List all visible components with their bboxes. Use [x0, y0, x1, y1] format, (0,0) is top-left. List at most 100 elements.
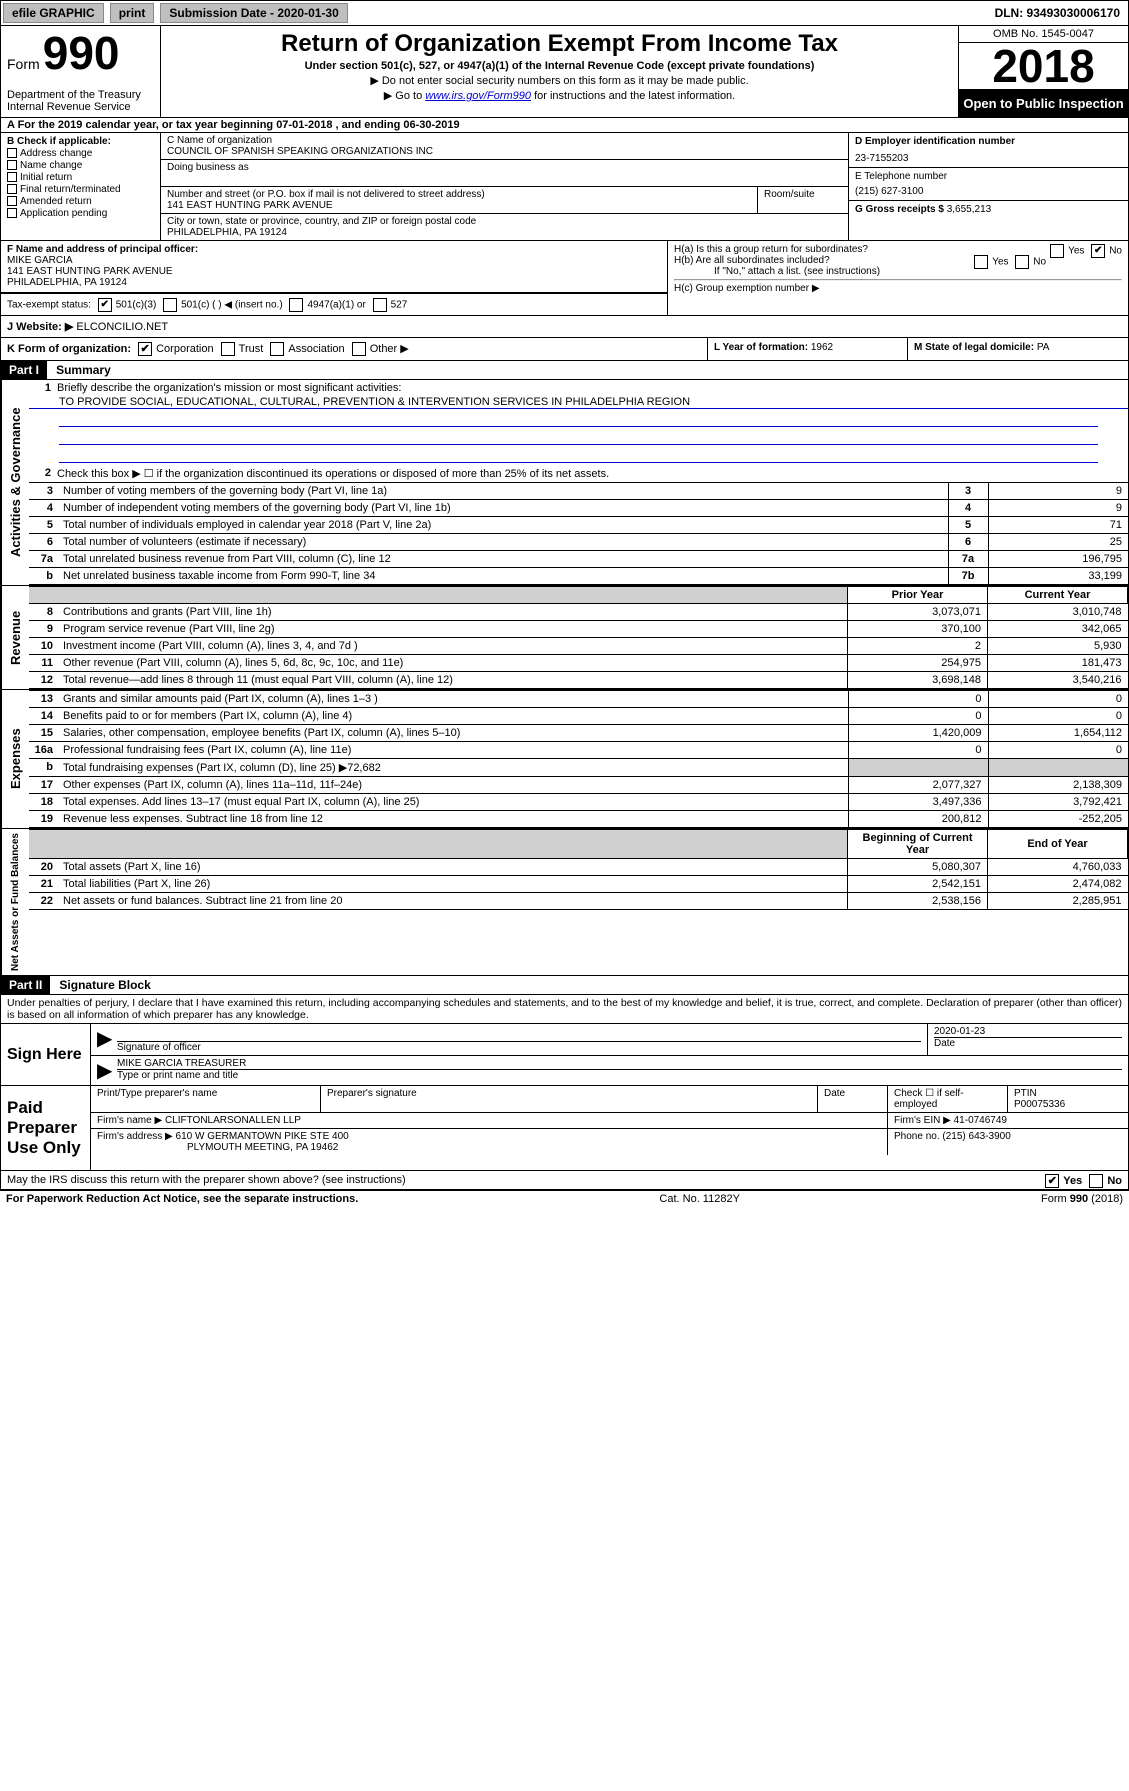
opt-corp: Corporation: [156, 343, 213, 355]
chk-name[interactable]: Name change: [7, 160, 154, 171]
website-val: ELCONCILIO.NET: [76, 321, 168, 333]
table-row: 14Benefits paid to or for members (Part …: [29, 708, 1128, 725]
opt-other: Other ▶: [370, 343, 409, 355]
chk-final[interactable]: Final return/terminated: [7, 184, 154, 195]
phone-val: (215) 627-3100: [855, 186, 1122, 197]
sign-here-section: Sign Here ▶ Signature of officer 2020-01…: [0, 1024, 1129, 1086]
netassets-table: Beginning of Current YearEnd of Year20To…: [29, 829, 1128, 910]
irs-link[interactable]: www.irs.gov/Form990: [425, 90, 531, 102]
org-name-row: C Name of organization COUNCIL OF SPANIS…: [161, 133, 848, 160]
chk-pending[interactable]: Application pending: [7, 208, 154, 219]
tax-exempt-row: Tax-exempt status: ✔501(c)(3) 501(c) ( )…: [7, 298, 661, 312]
boxes-bcdeg: B Check if applicable: Address change Na…: [0, 133, 1129, 241]
chk-assoc[interactable]: [270, 342, 284, 356]
prep-selfemp: Check ☐ if self-employed: [888, 1086, 1008, 1112]
firm-name-lbl: Firm's name ▶: [97, 1115, 162, 1126]
opt-527: 527: [391, 300, 408, 311]
table-row: 8Contributions and grants (Part VIII, li…: [29, 604, 1128, 621]
chk-trust[interactable]: [221, 342, 235, 356]
boxes-klm: K Form of organization: ✔Corporation Tru…: [0, 338, 1129, 361]
chk-4947[interactable]: [289, 298, 303, 312]
footer: For Paperwork Reduction Act Notice, see …: [0, 1190, 1129, 1207]
opt-trust: Trust: [239, 343, 264, 355]
box-h: H(a) Is this a group return for subordin…: [668, 241, 1128, 315]
arrow-icon: ▶: [91, 1024, 111, 1055]
table-row: 5Total number of individuals employed in…: [29, 517, 1128, 534]
part2-title: Signature Block: [53, 976, 156, 994]
table-row: 3Number of voting members of the governi…: [29, 483, 1128, 500]
table-row: 17Other expenses (Part IX, column (A), l…: [29, 777, 1128, 794]
chk-address[interactable]: Address change: [7, 148, 154, 159]
footer-right: Form 990 (2018): [1041, 1193, 1123, 1205]
box-b-title: B Check if applicable:: [7, 136, 154, 147]
print-button[interactable]: print: [110, 3, 155, 23]
gross-val: 3,655,213: [947, 204, 992, 215]
vlabel-revenue: Revenue: [1, 586, 29, 689]
vlabel-governance: Activities & Governance: [1, 380, 29, 585]
section-expenses: Expenses 13Grants and similar amounts pa…: [0, 690, 1129, 829]
firm-phone: (215) 643-3900: [942, 1131, 1010, 1142]
firm-addr-lbl: Firm's address ▶: [97, 1131, 173, 1142]
box-g: G Gross receipts $ 3,655,213: [849, 201, 1128, 240]
firm-ein: 41-0746749: [954, 1115, 1007, 1126]
section-revenue: Revenue Prior YearCurrent Year8Contribut…: [0, 586, 1129, 690]
mission-text: TO PROVIDE SOCIAL, EDUCATIONAL, CULTURAL…: [29, 396, 1128, 409]
firm-name: CLIFTONLARSONALLEN LLP: [165, 1115, 301, 1126]
hb-no[interactable]: [1015, 255, 1029, 269]
boxes-fh: F Name and address of principal officer:…: [0, 241, 1129, 316]
ein-lbl: D Employer identification number: [855, 136, 1122, 147]
chk-501c[interactable]: [163, 298, 177, 312]
chk-other[interactable]: [352, 342, 366, 356]
part1-title: Summary: [50, 361, 117, 379]
discuss-text: May the IRS discuss this return with the…: [7, 1174, 406, 1186]
mission-blank-3: [59, 447, 1098, 463]
discuss-yes-chk[interactable]: ✔: [1045, 1174, 1059, 1188]
discuss-no-chk[interactable]: [1089, 1174, 1103, 1188]
website-lbl: J Website: ▶: [7, 321, 73, 333]
hb-yes[interactable]: [974, 255, 988, 269]
dept2: Internal Revenue Service: [7, 101, 131, 113]
org-name-lbl: C Name of organization: [167, 135, 842, 146]
governance-table: 3Number of voting members of the governi…: [29, 482, 1128, 585]
form-subtitle: Under section 501(c), 527, or 4947(a)(1)…: [169, 60, 950, 72]
footer-left: For Paperwork Reduction Act Notice, see …: [6, 1193, 358, 1205]
sig-name: MIKE GARCIA TREASURER: [117, 1058, 1122, 1070]
ha-lbl: H(a) Is this a group return for subordin…: [674, 244, 868, 255]
chk-amended[interactable]: Amended return: [7, 196, 154, 207]
vlabel-expenses: Expenses: [1, 690, 29, 828]
form-header: Form 990 Department of the Treasury Inte…: [0, 26, 1129, 118]
discuss-yes: Yes: [1063, 1175, 1082, 1187]
boxes-deg: D Employer identification number 23-7155…: [848, 133, 1128, 240]
room-cell: Room/suite: [758, 187, 848, 213]
discuss-no: No: [1107, 1175, 1122, 1187]
note2-pre: Go to: [395, 90, 425, 102]
tax-status-lbl: Tax-exempt status:: [7, 300, 91, 311]
ha-no[interactable]: ✔: [1091, 244, 1105, 258]
part2-header: Part II Signature Block: [0, 976, 1129, 995]
chk-corp[interactable]: ✔: [138, 342, 152, 356]
table-row: 7aTotal unrelated business revenue from …: [29, 551, 1128, 568]
chk-initial[interactable]: Initial return: [7, 172, 154, 183]
domicile-val: PA: [1037, 342, 1050, 353]
chk-501c3[interactable]: ✔: [98, 298, 112, 312]
line-2: 2 Check this box ▶ ☐ if the organization…: [29, 465, 1128, 482]
firm-addr1: 610 W GERMANTOWN PIKE STE 400: [176, 1131, 349, 1142]
sig-date: 2020-01-23: [934, 1026, 1122, 1038]
table-row: 15Salaries, other compensation, employee…: [29, 725, 1128, 742]
ha-yes[interactable]: [1050, 244, 1064, 258]
chk-527[interactable]: [373, 298, 387, 312]
table-row: 22Net assets or fund balances. Subtract …: [29, 893, 1128, 910]
submission-date: Submission Date - 2020-01-30: [160, 3, 347, 23]
discuss-row: May the IRS discuss this return with the…: [0, 1171, 1129, 1190]
part1-header: Part I Summary: [0, 361, 1129, 380]
form-title: Return of Organization Exempt From Incom…: [169, 30, 950, 58]
box-m: M State of legal domicile: PA: [908, 338, 1128, 360]
part1-hdr: Part I: [1, 361, 47, 379]
prep-sig-hdr: Preparer's signature: [321, 1086, 818, 1112]
prep-name-hdr: Print/Type preparer's name: [91, 1086, 321, 1112]
box-l: L Year of formation: 1962: [708, 338, 908, 360]
form-prefix: Form: [7, 56, 40, 72]
dept1: Department of the Treasury: [7, 89, 141, 101]
table-row: 19Revenue less expenses. Subtract line 1…: [29, 811, 1128, 828]
section-governance: Activities & Governance 1 Briefly descri…: [0, 380, 1129, 586]
